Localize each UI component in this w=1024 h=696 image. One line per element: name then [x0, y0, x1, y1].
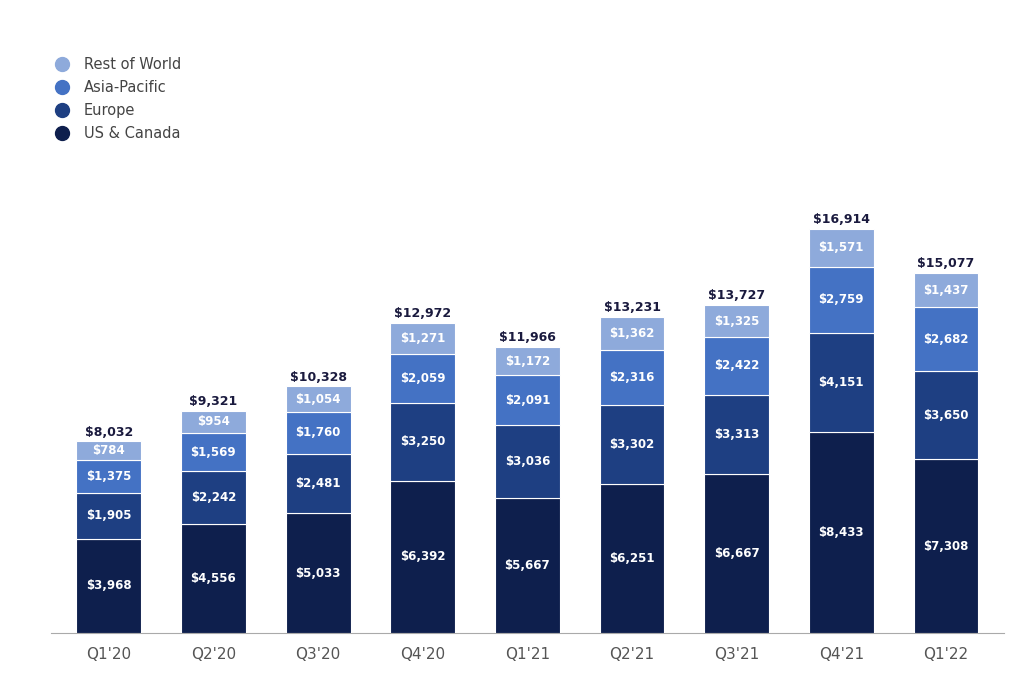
Bar	[181, 411, 246, 434]
Text: $3,650: $3,650	[924, 409, 969, 422]
Text: $784: $784	[92, 444, 125, 457]
Text: Revenue by User Geography: Revenue by User Geography	[29, 39, 695, 81]
Bar	[913, 372, 978, 459]
Bar	[809, 267, 873, 333]
Text: $2,091: $2,091	[505, 394, 550, 407]
Bar	[181, 434, 246, 471]
Bar	[495, 425, 560, 498]
Bar	[600, 484, 665, 633]
Text: $11,966: $11,966	[499, 331, 556, 345]
Text: In Millions: In Millions	[29, 113, 112, 132]
Text: $8,433: $8,433	[818, 526, 864, 539]
Text: $1,569: $1,569	[190, 445, 237, 459]
Bar	[181, 471, 246, 525]
Text: $1,362: $1,362	[609, 327, 654, 340]
Text: $9,321: $9,321	[189, 395, 238, 408]
Text: $2,422: $2,422	[714, 359, 760, 372]
Bar	[495, 347, 560, 375]
Bar	[181, 525, 246, 633]
Text: $2,059: $2,059	[400, 372, 445, 385]
Bar	[286, 411, 350, 454]
Text: $2,242: $2,242	[190, 491, 237, 504]
Text: $3,313: $3,313	[714, 428, 759, 441]
Bar	[390, 354, 455, 403]
Text: $16,914: $16,914	[813, 213, 869, 226]
Text: $1,375: $1,375	[86, 470, 131, 483]
Bar	[809, 333, 873, 432]
Bar	[600, 317, 665, 349]
Text: $13,727: $13,727	[709, 290, 765, 302]
Text: $3,036: $3,036	[505, 455, 550, 468]
Text: $6,667: $6,667	[714, 547, 760, 560]
Bar	[77, 539, 141, 633]
Bar	[600, 405, 665, 484]
Text: $1,760: $1,760	[295, 426, 341, 439]
Text: $1,325: $1,325	[714, 315, 760, 328]
Text: $10,328: $10,328	[290, 371, 346, 383]
Text: $12,972: $12,972	[394, 308, 452, 320]
Bar	[286, 386, 350, 411]
Bar	[705, 306, 769, 337]
Bar	[809, 432, 873, 633]
Bar	[913, 273, 978, 308]
Text: $5,667: $5,667	[505, 559, 550, 572]
Bar	[913, 308, 978, 372]
Bar	[495, 375, 560, 425]
Text: $6,392: $6,392	[400, 551, 445, 564]
Text: $1,437: $1,437	[924, 284, 969, 296]
Text: $1,054: $1,054	[295, 393, 341, 406]
Bar	[913, 459, 978, 633]
Text: $6,251: $6,251	[609, 552, 654, 565]
Legend: Rest of World, Asia-Pacific, Europe, US & Canada: Rest of World, Asia-Pacific, Europe, US …	[42, 52, 187, 147]
Bar	[809, 229, 873, 267]
Text: $4,151: $4,151	[818, 376, 864, 388]
Text: $1,905: $1,905	[86, 509, 131, 522]
Bar	[495, 498, 560, 633]
Text: $3,250: $3,250	[400, 435, 445, 448]
Bar	[705, 474, 769, 633]
Bar	[390, 403, 455, 480]
Bar	[77, 493, 141, 539]
Text: $2,481: $2,481	[295, 477, 341, 490]
Text: $2,316: $2,316	[609, 371, 654, 383]
Text: $8,032: $8,032	[85, 425, 133, 438]
Text: $3,302: $3,302	[609, 438, 654, 451]
Text: $3,968: $3,968	[86, 580, 131, 592]
Text: $2,682: $2,682	[924, 333, 969, 346]
Bar	[77, 460, 141, 493]
Text: $5,033: $5,033	[295, 567, 341, 580]
Bar	[390, 323, 455, 354]
Bar	[77, 441, 141, 460]
Text: $1,172: $1,172	[505, 355, 550, 368]
Bar	[286, 513, 350, 633]
Text: $954: $954	[197, 416, 229, 429]
Text: $15,077: $15,077	[918, 257, 975, 270]
Bar	[286, 454, 350, 513]
Text: $1,571: $1,571	[818, 242, 864, 254]
Bar	[600, 349, 665, 405]
Text: $7,308: $7,308	[924, 539, 969, 553]
Text: $1,271: $1,271	[400, 332, 445, 345]
Text: $4,556: $4,556	[190, 572, 237, 585]
Bar	[705, 395, 769, 474]
Text: $2,759: $2,759	[818, 293, 864, 306]
Bar	[390, 480, 455, 633]
Text: $13,231: $13,231	[603, 301, 660, 314]
Bar	[705, 337, 769, 395]
